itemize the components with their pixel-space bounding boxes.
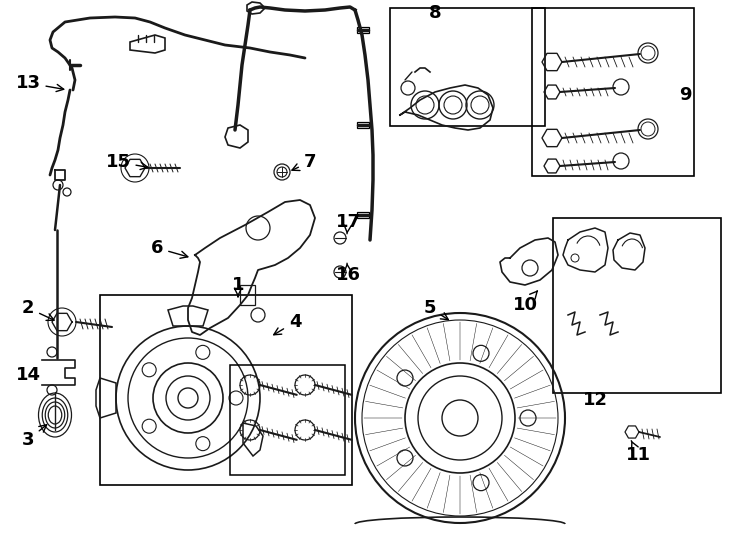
- Text: 8: 8: [429, 4, 441, 22]
- Text: 13: 13: [15, 74, 64, 92]
- Text: 9: 9: [679, 86, 691, 104]
- Bar: [230, 365, 345, 475]
- Text: 10: 10: [512, 291, 537, 314]
- Text: 3: 3: [22, 425, 47, 449]
- Bar: [357, 27, 369, 33]
- Text: 15: 15: [106, 153, 148, 171]
- Bar: [357, 122, 369, 128]
- Text: 14: 14: [15, 366, 40, 384]
- Text: 1: 1: [232, 276, 244, 297]
- Text: 5: 5: [424, 299, 448, 320]
- Bar: [390, 8, 545, 126]
- Text: 11: 11: [625, 441, 650, 464]
- Bar: [553, 218, 721, 393]
- Text: 12: 12: [583, 391, 608, 409]
- Text: 6: 6: [150, 239, 188, 258]
- Text: 4: 4: [274, 313, 301, 335]
- Text: 2: 2: [22, 299, 54, 320]
- Text: 7: 7: [292, 153, 316, 171]
- Bar: [100, 295, 352, 485]
- Text: 16: 16: [335, 263, 360, 284]
- Bar: [357, 212, 369, 218]
- Bar: [532, 8, 694, 176]
- Text: 17: 17: [335, 213, 360, 234]
